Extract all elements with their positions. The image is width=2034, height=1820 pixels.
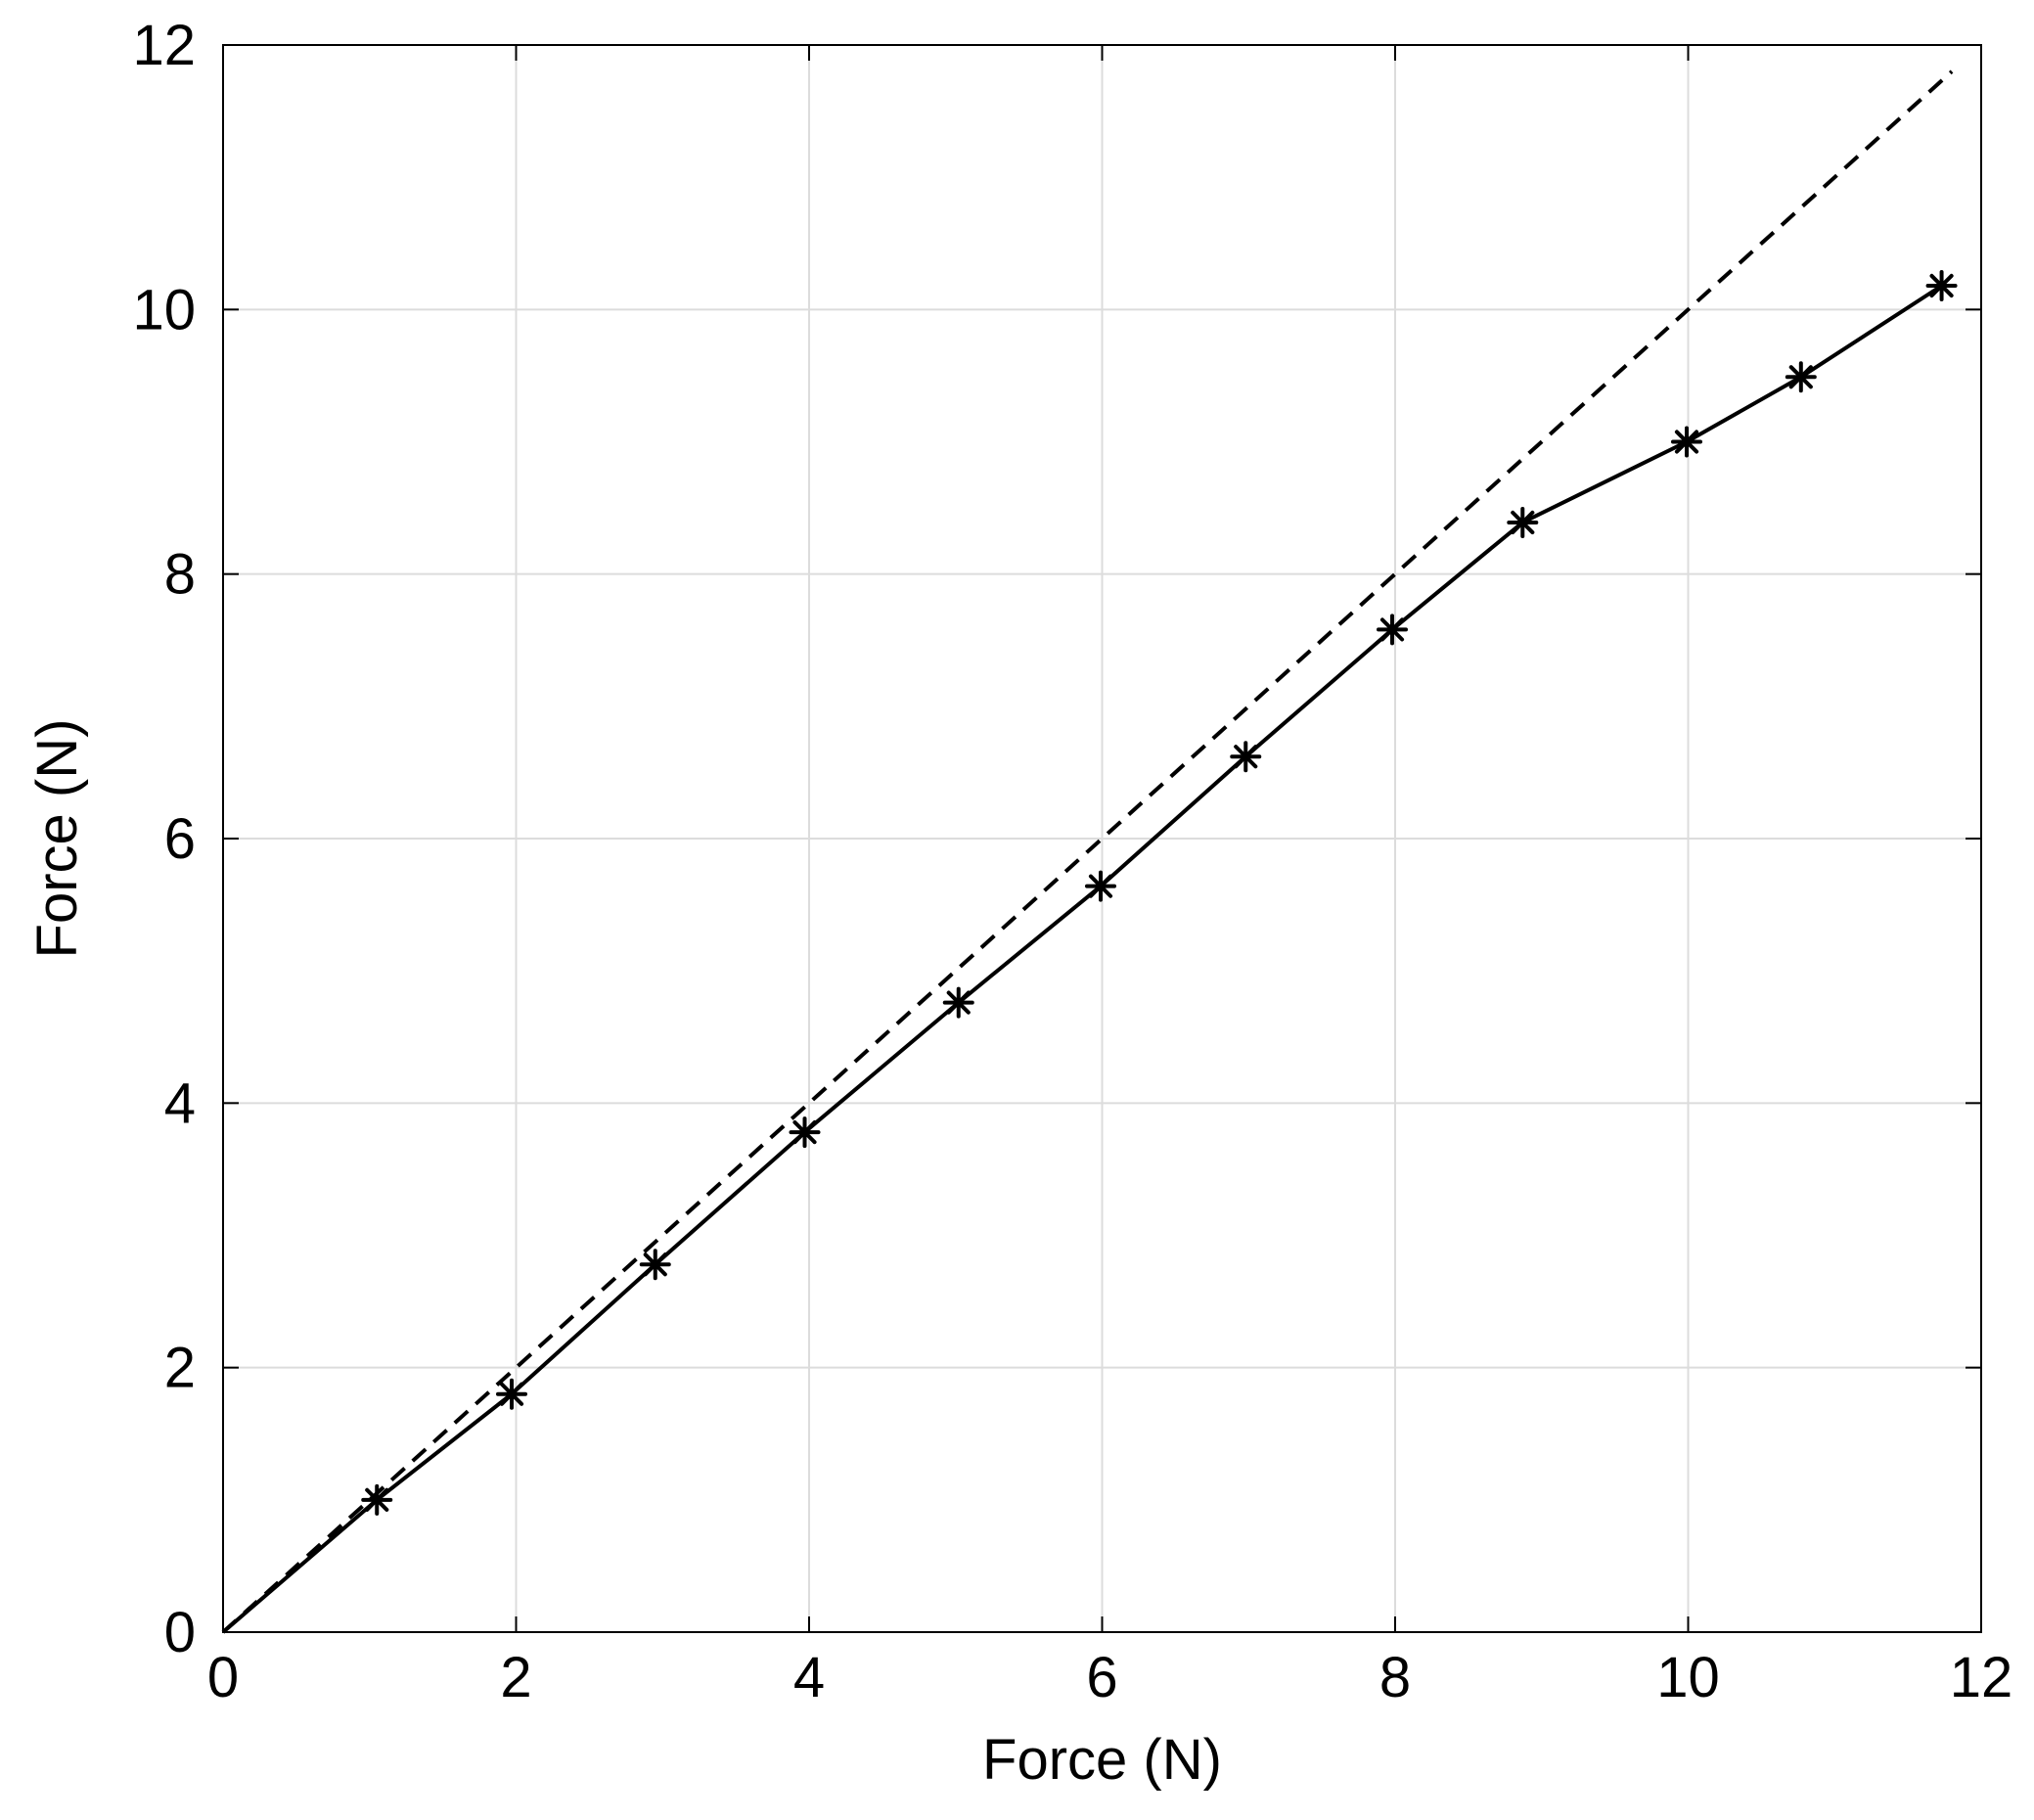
y-tick-label-1: 2 [164, 1337, 196, 1400]
y-tick-label-3: 6 [164, 807, 196, 871]
axis-ticks: 0 2 4 6 8 10 12 0 2 4 6 8 10 12 [132, 14, 2012, 1709]
series-0-point-7 [1230, 741, 1262, 773]
series-0-point-9 [1507, 506, 1539, 538]
y-tick-label-4: 8 [164, 543, 196, 607]
series-0-point-5 [942, 986, 974, 1019]
series-1-line [221, 69, 1954, 1634]
x-tick-label-0: 0 [207, 1646, 239, 1709]
y-axis-label: Force (N) [25, 719, 89, 959]
series-0-point-4 [789, 1116, 821, 1149]
series-0-point-6 [1085, 870, 1117, 902]
x-tick-label-5: 10 [1656, 1646, 1720, 1709]
x-tick-label-1: 2 [500, 1646, 531, 1709]
series-0-point-1 [361, 1483, 393, 1516]
x-tick-label-2: 4 [793, 1646, 825, 1709]
x-tick-label-6: 12 [1950, 1646, 2013, 1709]
x-tick-label-4: 8 [1379, 1646, 1411, 1709]
x-tick-label-3: 6 [1086, 1646, 1117, 1709]
series-0-point-12 [1925, 270, 1958, 302]
y-tick-label-6: 12 [132, 14, 196, 77]
x-axis-label: Force (N) [982, 1728, 1222, 1792]
series-0-point-8 [1377, 614, 1409, 646]
series-0-point-11 [1785, 361, 1817, 393]
series-0-line [221, 284, 1943, 1634]
y-tick-label-5: 10 [132, 278, 196, 341]
y-tick-label-0: 0 [164, 1601, 196, 1664]
series-0-point-2 [496, 1378, 528, 1410]
series-layer [221, 69, 1958, 1634]
series-0-point-10 [1671, 426, 1703, 458]
y-tick-label-2: 4 [164, 1071, 196, 1135]
series-0-point-3 [639, 1249, 671, 1281]
